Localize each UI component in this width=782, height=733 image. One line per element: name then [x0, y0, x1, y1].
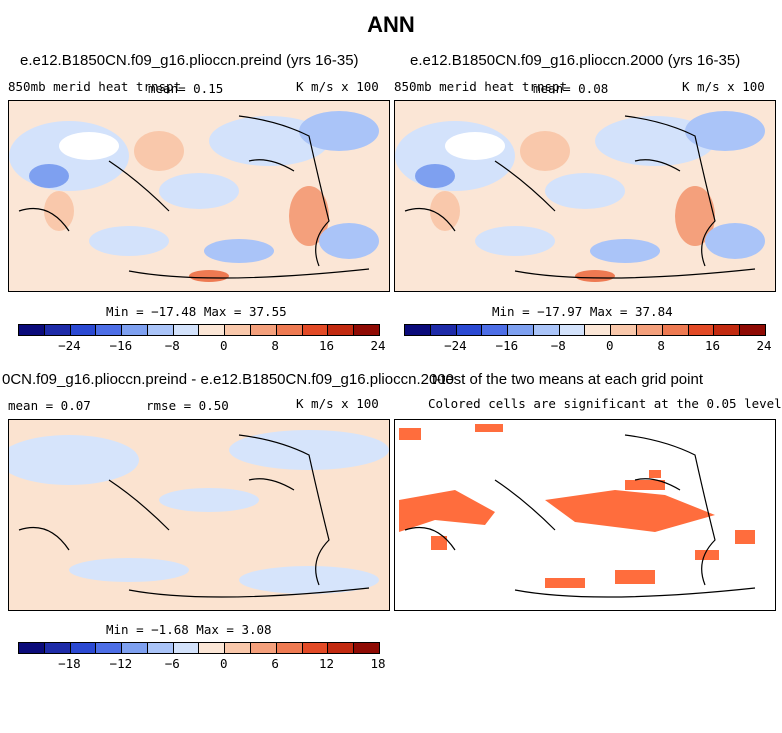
panel2-title: e.e12.B1850CN.f09_g16.plioccn.2000 (yrs … — [410, 52, 741, 69]
colorbar-cell — [688, 325, 715, 335]
colorbar-cell — [559, 325, 586, 335]
figure-title: ANN — [367, 12, 415, 37]
panel2-units: K m/s x 100 — [682, 79, 765, 94]
colorbar-tick-label: −24 — [444, 338, 467, 353]
colorbar-cell — [122, 325, 148, 335]
colorbar-tick-label: −16 — [109, 338, 133, 353]
panel1-mean: mean= 0.15 — [148, 81, 224, 96]
panel3-minmax: Min = −1.68 Max = 3.08 — [106, 622, 272, 637]
colorbar-cell — [44, 325, 71, 335]
colorbar-cell — [44, 643, 71, 653]
panel1-variable: 850mb merid heat trnspt — [8, 79, 182, 94]
colorbar-cell — [328, 325, 355, 335]
colorbar-cell — [456, 325, 483, 335]
colorbar-tick-label: 8 — [271, 338, 279, 353]
colorbar-cell — [276, 643, 303, 653]
panel3-mean: mean = 0.07 — [8, 398, 91, 413]
colorbar-tick-label: 18 — [370, 656, 386, 671]
panel4-subtitle: Colored cells are significant at the 0.0… — [428, 396, 782, 411]
colorbar-tick-label: −16 — [495, 338, 519, 353]
panel2-colorbar — [404, 324, 766, 336]
colorbar-cell — [70, 643, 97, 653]
colorbar-cell — [225, 325, 252, 335]
colorbar-tick-label: 0 — [605, 338, 614, 353]
colorbar-cell — [328, 643, 355, 653]
panel3-map — [8, 419, 390, 611]
colorbar-tick-label: −8 — [164, 338, 180, 353]
colorbar-tick-label: 0 — [219, 656, 228, 671]
panel2-minmax: Min = −17.97 Max = 37.84 — [492, 304, 673, 319]
colorbar-cell — [96, 325, 123, 335]
colorbar-cell — [740, 325, 765, 335]
colorbar-tick-label: −24 — [58, 338, 81, 353]
colorbar-tick-label: 8 — [657, 338, 665, 353]
colorbar-cell — [225, 643, 252, 653]
panel3-rmse: rmse = 0.50 — [146, 398, 229, 413]
colorbar-tick-label: 0 — [219, 338, 228, 353]
panel3-colorbar — [18, 642, 380, 654]
colorbar-cell — [147, 325, 174, 335]
panel2-map — [394, 100, 776, 292]
colorbar-cell — [714, 325, 741, 335]
colorbar-cell — [173, 325, 200, 335]
colorbar-cell — [70, 325, 97, 335]
panel2-variable: 850mb merid heat trnspt — [394, 79, 568, 94]
colorbar-cell — [199, 325, 226, 335]
colorbar-cell — [508, 325, 534, 335]
colorbar-cell — [199, 643, 226, 653]
colorbar-cell — [173, 643, 200, 653]
colorbar-tick-label: −18 — [58, 656, 81, 671]
colorbar-tick-label: −6 — [164, 656, 180, 671]
colorbar-cell — [354, 643, 379, 653]
colorbar-cell — [96, 643, 123, 653]
colorbar-tick-label: 6 — [271, 656, 279, 671]
colorbar-cell — [482, 325, 509, 335]
colorbar-cell — [637, 325, 663, 335]
panel1-minmax: Min = −17.48 Max = 37.55 — [106, 304, 287, 319]
colorbar-cell — [533, 325, 560, 335]
colorbar-cell — [147, 643, 174, 653]
colorbar-tick-label: 12 — [319, 656, 335, 671]
colorbar-tick-label: 16 — [319, 338, 335, 353]
colorbar-cell — [19, 325, 45, 335]
colorbar-cell — [611, 325, 638, 335]
colorbar-tick-label: 16 — [705, 338, 721, 353]
colorbar-tick-label: 24 — [756, 338, 772, 353]
colorbar-cell — [585, 325, 612, 335]
panel3-units: K m/s x 100 — [296, 396, 379, 411]
panel2-mean: mean= 0.08 — [533, 81, 609, 96]
colorbar-cell — [276, 325, 303, 335]
colorbar-cell — [122, 643, 148, 653]
colorbar-cell — [19, 643, 45, 653]
panel1-title: e.e12.B1850CN.f09_g16.plioccn.preind (yr… — [20, 52, 359, 69]
colorbar-cell — [405, 325, 431, 335]
colorbar-cell — [251, 325, 277, 335]
colorbar-cell — [662, 325, 689, 335]
colorbar-tick-label: −8 — [550, 338, 566, 353]
colorbar-cell — [302, 325, 329, 335]
colorbar-tick-label: −12 — [109, 656, 133, 671]
colorbar-cell — [354, 325, 379, 335]
panel1-units: K m/s x 100 — [296, 79, 379, 94]
panel1-colorbar — [18, 324, 380, 336]
panel4-map — [394, 419, 776, 611]
colorbar-cell — [430, 325, 457, 335]
colorbar-cell — [251, 643, 277, 653]
colorbar-tick-label: 24 — [370, 338, 386, 353]
panel4-title: t-test of the two means at each grid poi… — [432, 371, 703, 388]
panel3-title: 0CN.f09_g16.plioccn.preind - e.e12.B1850… — [2, 371, 454, 388]
colorbar-cell — [302, 643, 329, 653]
panel1-map — [8, 100, 390, 292]
